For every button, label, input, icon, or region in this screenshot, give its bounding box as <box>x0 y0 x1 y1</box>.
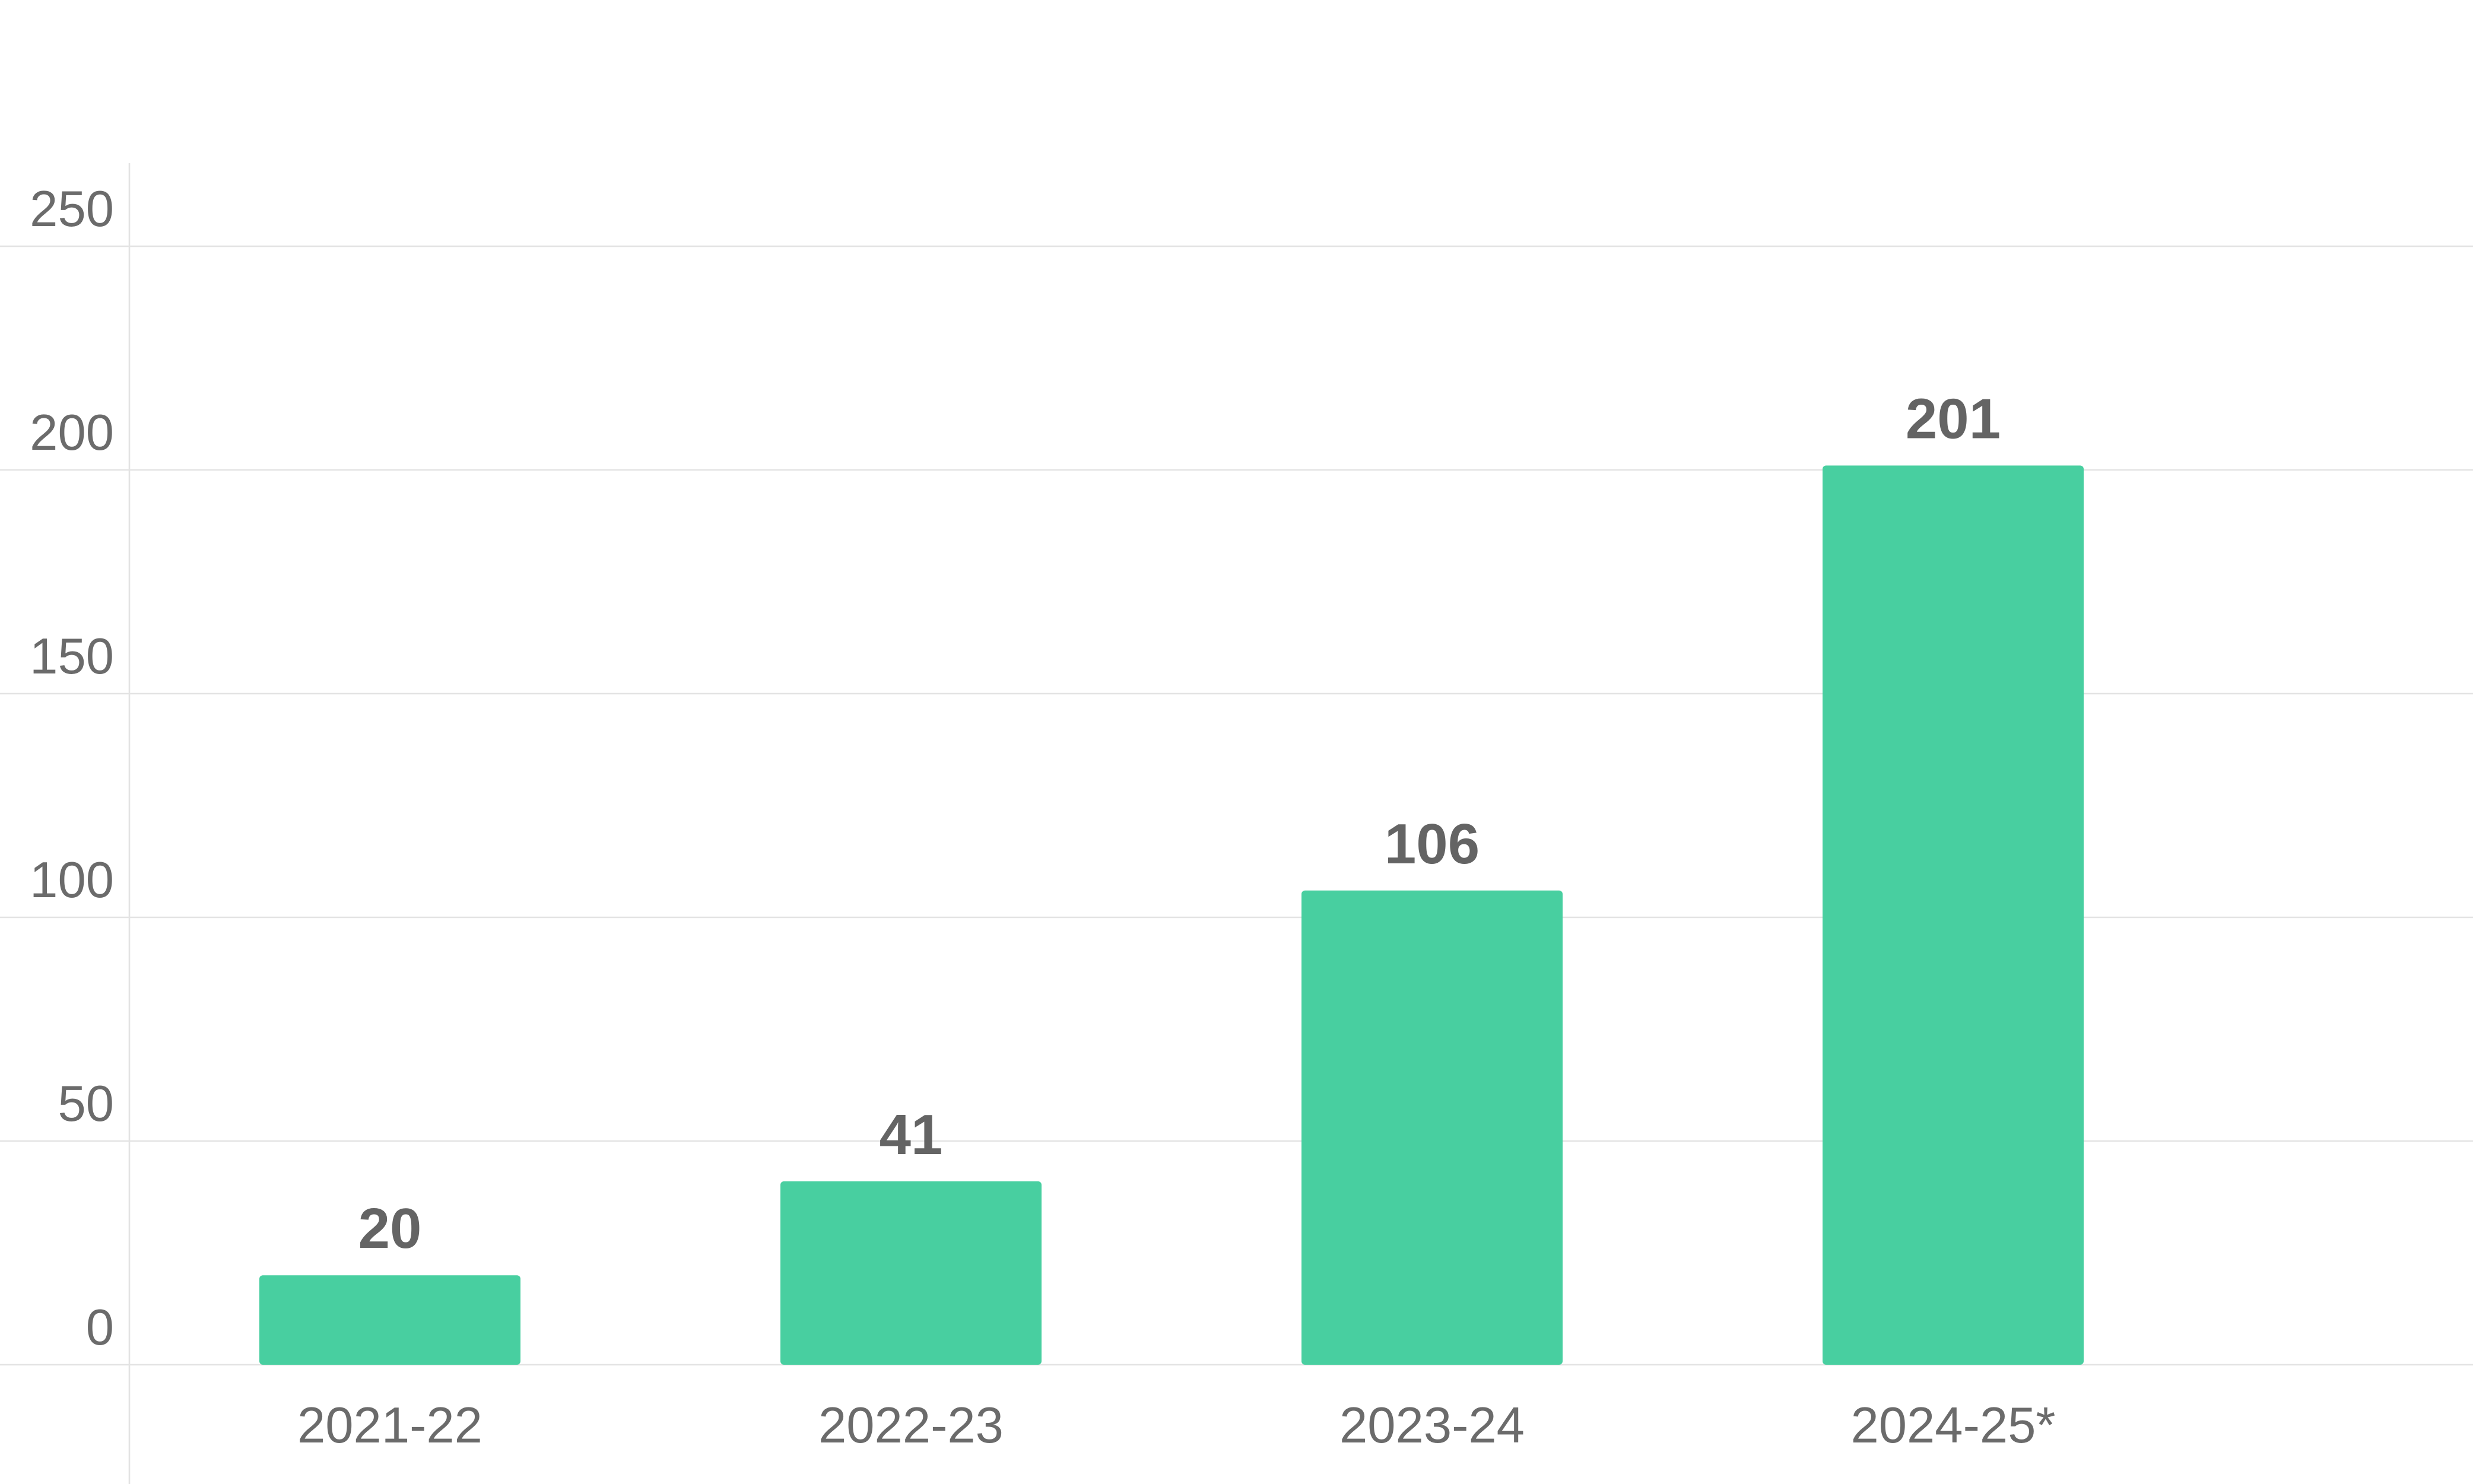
x-tick-label: 2024-25* <box>1850 1397 2055 1454</box>
data-label: 201 <box>1906 387 2001 450</box>
x-axis-ticks: 2021-22 2022-23 2023-24 2024-25* <box>297 1397 2055 1454</box>
bar-2021-22 <box>259 1275 520 1365</box>
x-tick-label: 2021-22 <box>297 1397 482 1454</box>
y-tick-label: 250 <box>30 181 114 237</box>
bar-2023-24 <box>1301 890 1563 1365</box>
y-tick-label: 200 <box>30 405 114 461</box>
y-tick-label: 150 <box>30 628 114 685</box>
x-tick-label: 2023-24 <box>1339 1397 1525 1454</box>
bars <box>259 465 2084 1365</box>
y-tick-label: 100 <box>30 852 114 908</box>
y-tick-label: 0 <box>86 1299 114 1356</box>
x-tick-label: 2022-23 <box>818 1397 1004 1454</box>
data-label: 41 <box>880 1103 943 1167</box>
bar-2022-23 <box>780 1181 1042 1365</box>
y-axis-ticks: 0 50 100 150 200 250 <box>30 181 114 1356</box>
data-label: 20 <box>358 1197 422 1260</box>
data-label: 106 <box>1385 812 1480 876</box>
bar-2024-25* <box>1823 465 2084 1365</box>
y-tick-label: 50 <box>58 1076 114 1132</box>
data-labels: 20 41 106 201 <box>358 387 2001 1260</box>
